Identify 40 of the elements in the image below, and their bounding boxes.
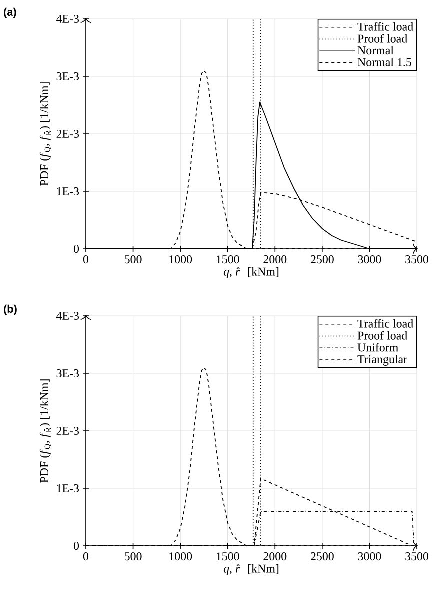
legend-label: Proof load [358, 331, 408, 340]
x-tick-label: 3000 [358, 256, 382, 264]
y-tick-label: 4E-3 [56, 312, 80, 320]
chart-title: (b) [4, 304, 17, 316]
y-tick-label: 0 [74, 244, 80, 254]
y-tick-label: 1E-3 [57, 187, 80, 196]
x-tick-label: 3500 [406, 256, 428, 264]
legend-label: Triangular [358, 355, 408, 366]
x-tick-label: 2000 [264, 256, 287, 264]
x-axis-title: q, r̂ [kNm] [224, 564, 279, 576]
y-axis-title: PDF (f$_{Q}$, f$_{R̂}$) [1/kNm] [40, 82, 52, 186]
y-tick-label: 0 [74, 542, 80, 550]
x-tick-label: 500 [125, 552, 142, 561]
x-tick-label: 500 [125, 256, 142, 264]
y-axis-title: PDF (f$_{Q}$, f$_{R̂}$) [1/kNm] [40, 380, 52, 483]
x-tick-label: 1000 [170, 256, 192, 264]
legend-label: Proof load [358, 34, 408, 43]
x-tick-label: 2000 [264, 552, 287, 561]
y-tick-label: 1E-3 [57, 484, 80, 493]
x-tick-label: 0 [83, 256, 89, 264]
legend-label: Traffic load [358, 319, 414, 328]
x-tick-label: 1500 [216, 552, 240, 561]
legend-label: Traffic load [358, 22, 414, 31]
y-tick-label: 3E-3 [56, 369, 80, 378]
x-tick-label: 2500 [311, 256, 334, 264]
y-tick-label: 3E-3 [56, 72, 80, 81]
y-tick-label: 2E-3 [56, 130, 80, 138]
y-tick-label: 2E-3 [56, 426, 80, 436]
x-tick-label: 3500 [406, 552, 428, 561]
x-axis-title: q, r̂ [kNm] [224, 267, 279, 278]
x-tick-label: 1500 [216, 256, 240, 264]
x-tick-label: 2500 [311, 552, 334, 561]
y-tick-label: 4E-3 [56, 14, 80, 24]
legend-label: Normal 1.5 [358, 58, 412, 66]
legend-label: Normal [358, 46, 394, 55]
x-tick-label: 3000 [358, 552, 382, 561]
legend-label: Uniform [358, 343, 398, 352]
chart-title: (a) [4, 8, 16, 18]
x-tick-label: 0 [83, 552, 89, 561]
x-tick-label: 1000 [170, 552, 192, 561]
